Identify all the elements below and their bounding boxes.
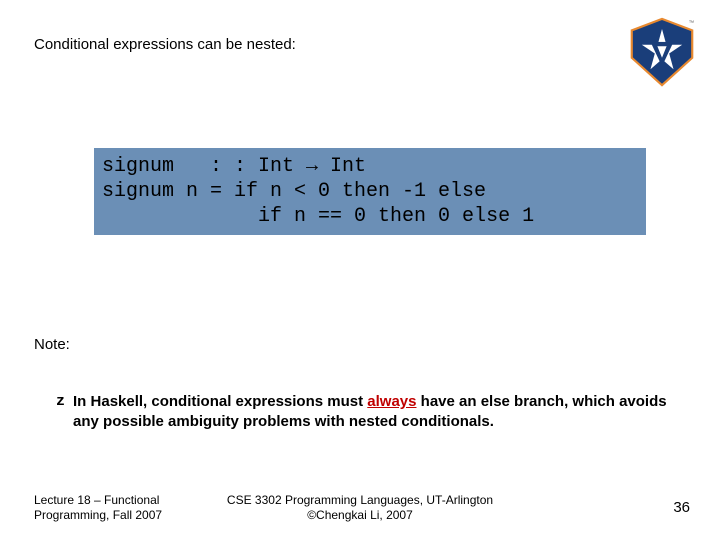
bullet-pre: In Haskell, conditional expressions must (73, 393, 367, 410)
page-number: 36 (673, 499, 690, 516)
svg-text:™: ™ (689, 21, 695, 27)
bullet-item: z In Haskell, conditional expressions mu… (56, 392, 680, 431)
footer-center-line2: ©Chengkai Li, 2007 (0, 508, 720, 522)
code-line-2: signum n = if n < 0 then -1 else (102, 180, 486, 203)
bullet-glyph-icon: z (56, 392, 65, 412)
footer-center-line1: CSE 3302 Programming Languages, UT-Arlin… (0, 493, 720, 507)
bullet-text: In Haskell, conditional expressions must… (73, 392, 680, 431)
bullet-always: always (367, 393, 416, 410)
code-line-1: signum : : Int → Int (102, 155, 366, 178)
code-block: signum : : Int → Int signum n = if n < 0… (94, 148, 646, 235)
code-line-3: if n == 0 then 0 else 1 (102, 205, 534, 228)
footer-center: CSE 3302 Programming Languages, UT-Arlin… (0, 493, 720, 522)
note-label: Note: (34, 336, 70, 353)
intro-text: Conditional expressions can be nested: (34, 36, 296, 53)
uta-logo: ™ (626, 16, 698, 88)
